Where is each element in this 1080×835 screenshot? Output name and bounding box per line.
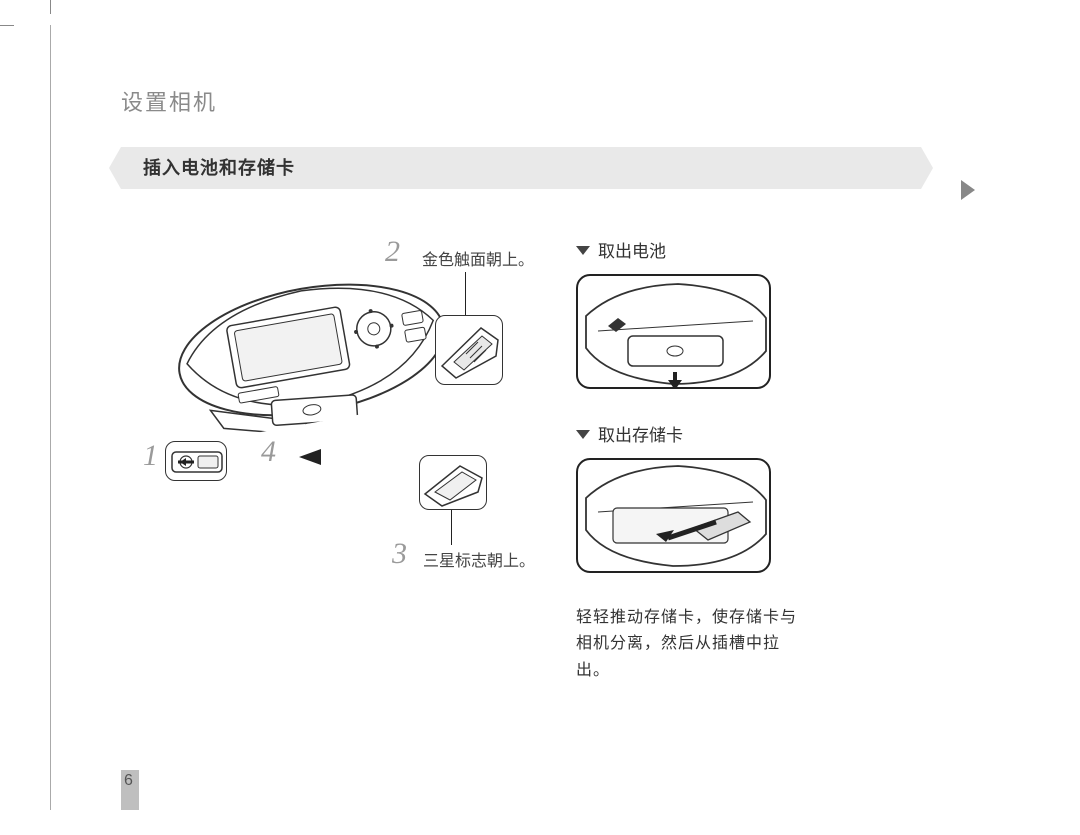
remove-battery-text: 取出电池 bbox=[598, 242, 666, 261]
step-number-3: 3 bbox=[392, 537, 407, 571]
crop-mark-vertical bbox=[50, 0, 51, 14]
right-column: 取出电池 取出存储卡 bbox=[576, 237, 836, 684]
inset-step2-card bbox=[435, 315, 503, 385]
step-3-text: 三星标志朝上。 bbox=[423, 547, 535, 571]
arrow-step4-icon bbox=[299, 449, 321, 465]
inset-step3-battery bbox=[419, 455, 487, 510]
page-title: 设置相机 bbox=[121, 85, 1030, 117]
remove-battery-diagram bbox=[576, 274, 771, 389]
crop-mark-horizontal bbox=[0, 25, 14, 26]
step-number-4: 4 bbox=[261, 435, 276, 469]
triangle-bullet-icon bbox=[576, 430, 590, 439]
remove-card-diagram bbox=[576, 458, 771, 573]
camera-illustration bbox=[160, 249, 462, 445]
page-number: 6 bbox=[124, 772, 133, 790]
triangle-bullet-icon bbox=[576, 246, 590, 255]
section-title: 插入电池和存储卡 bbox=[121, 147, 921, 189]
inset-step1-latch bbox=[165, 441, 227, 481]
step-2-text: 金色触面朝上。 bbox=[422, 246, 534, 270]
step-number-2: 2 bbox=[385, 235, 400, 269]
remove-battery-label: 取出电池 bbox=[576, 237, 836, 262]
page-frame: 设置相机 插入电池和存储卡 bbox=[50, 25, 1030, 810]
section-ribbon: 插入电池和存储卡 bbox=[121, 147, 921, 189]
step-number-1: 1 bbox=[143, 439, 158, 473]
remove-card-text: 取出存储卡 bbox=[598, 426, 683, 445]
continue-arrow-icon bbox=[961, 180, 975, 200]
remove-card-caption: 轻轻推动存储卡，使存储卡与相机分离，然后从插槽中拉出。 bbox=[576, 605, 806, 684]
content-area: 1 2 3 4 金色触面朝上。 三星标志朝上。 bbox=[121, 217, 921, 697]
remove-card-label: 取出存储卡 bbox=[576, 421, 836, 446]
